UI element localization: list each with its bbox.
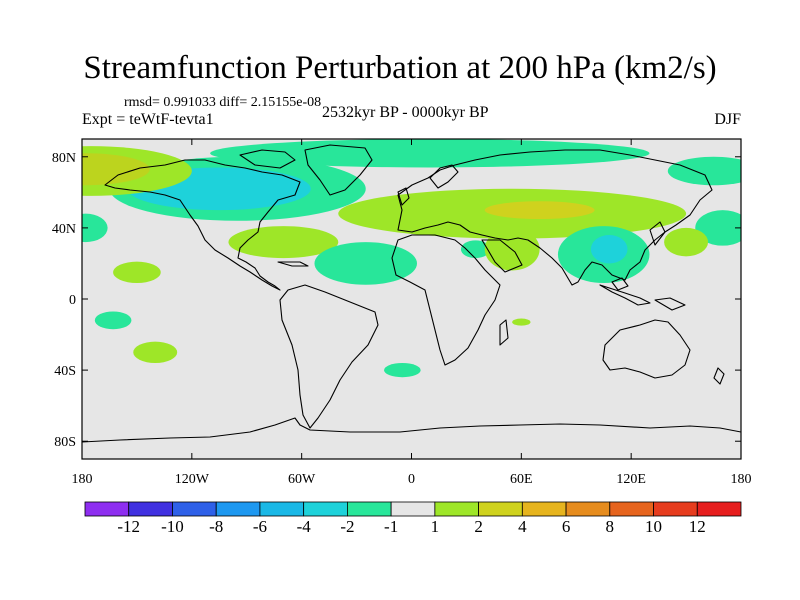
anomaly-layer: [82, 139, 741, 378]
anomaly-pacific-northeast-positive: [667, 156, 741, 186]
colorbar-label: 2: [474, 517, 483, 536]
map-axes: 180 120W 60W 0 60E 120E 180 80N 40N 0 40S 80S: [52, 139, 752, 487]
colorbar-swatch: [696, 501, 742, 517]
anomaly-alaska-core: [82, 153, 150, 186]
colorbar-label: -4: [297, 517, 312, 536]
x-tick-label: 60W: [288, 472, 316, 487]
x-tick-label: 60E: [510, 472, 533, 487]
colorbar-swatch: [653, 501, 698, 517]
x-tick-label: 180: [72, 472, 93, 487]
colorbar-label: 1: [431, 517, 440, 536]
colorbar-label: -8: [209, 517, 223, 536]
colorbar-label: -6: [253, 517, 267, 536]
colorbar-label: 10: [645, 517, 662, 536]
anomaly-india-core: [590, 235, 628, 264]
x-tick-label: 180: [731, 472, 752, 487]
anomaly-eurasia-core: [484, 201, 595, 219]
anomaly-south-atlantic-negative: [384, 363, 421, 378]
y-tick-label: 80N: [52, 151, 76, 166]
colorbar-label: 4: [518, 517, 527, 536]
colorbar-label: 12: [689, 517, 706, 536]
anomaly-west-pacific-negative: [82, 213, 108, 243]
x-tick-label: 120W: [175, 472, 210, 487]
colorbar-label: -12: [117, 517, 140, 536]
anomaly-indian-ocean-positive: [512, 318, 531, 326]
colorbar-swatch: [565, 501, 611, 517]
colorbar: -12 -10 -8 -6 -4 -2 -1 1 2 4 6 8 10 12: [84, 501, 742, 536]
colorbar-label: -1: [384, 517, 398, 536]
colorbar-swatch: [303, 501, 348, 517]
colorbar-label: 8: [606, 517, 615, 536]
colorbar-swatch: [434, 501, 480, 517]
y-tick-label: 80S: [54, 435, 76, 450]
colorbar-label: -10: [161, 517, 184, 536]
y-tick-label: 0: [69, 293, 76, 308]
y-tick-label: 40S: [54, 364, 76, 379]
colorbar-swatch: [128, 501, 173, 517]
anomaly-arctic-asia-positive: [210, 139, 650, 168]
stats-text: rmsd= 0.991033 diff= 2.15155e-08: [124, 95, 322, 110]
anomaly-pacific-east-negative: [695, 210, 741, 246]
anomaly-south-pacific-positive: [133, 341, 178, 364]
colorbar-swatch: [259, 501, 305, 517]
colorbar-label: 6: [562, 517, 571, 536]
anomaly-atlantic-negative: [314, 242, 417, 285]
coastlines: [82, 144, 741, 443]
x-tick-label: 120E: [616, 472, 646, 487]
experiment-label: Expt = teWtF-tevta1: [82, 111, 214, 128]
colorbar-swatch: [521, 501, 567, 517]
figure-title: Streamfunction Perturbation at 200 hPa (…: [83, 50, 717, 86]
colorbar-swatch: [346, 501, 392, 517]
x-tick-label: 0: [408, 472, 415, 487]
anomaly-south-pacific-negative: [94, 311, 132, 330]
anomaly-pacific-positive: [664, 227, 709, 257]
colorbar-swatch: [172, 501, 217, 517]
colorbar-swatch: [390, 501, 436, 517]
season-label: DJF: [714, 111, 741, 128]
colorbar-swatch: [84, 501, 130, 517]
colorbar-swatch: [215, 501, 261, 517]
period-label: 2532kyr BP - 0000kyr BP: [322, 104, 489, 121]
anomaly-hawaii-positive: [113, 261, 161, 284]
y-tick-label: 40N: [52, 222, 76, 237]
colorbar-swatch: [478, 501, 523, 517]
colorbar-swatch: [609, 501, 654, 517]
anomaly-arabia-negative: [460, 240, 491, 259]
colorbar-label: -2: [340, 517, 354, 536]
